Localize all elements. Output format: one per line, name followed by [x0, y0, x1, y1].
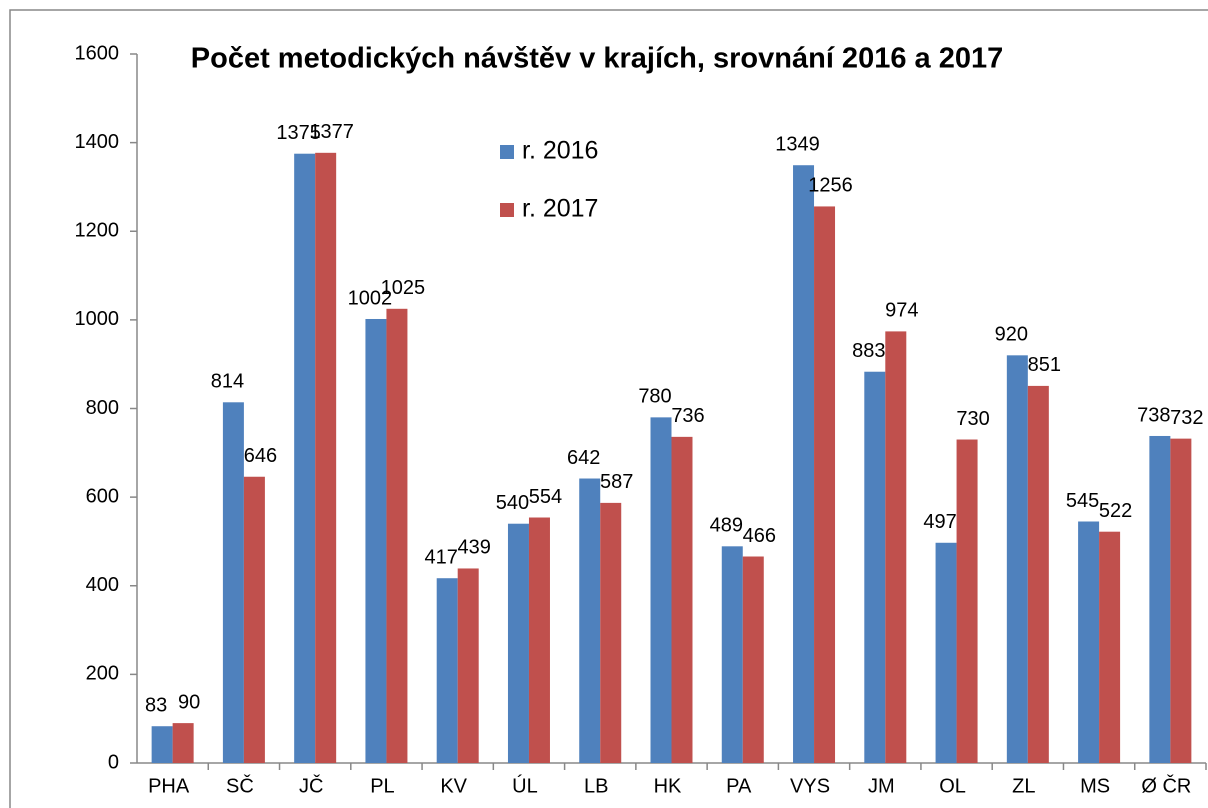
legend-label: r. 2016: [522, 137, 598, 165]
y-tick-label: 200: [86, 663, 119, 685]
y-tick-label: 1200: [75, 220, 120, 242]
bar: [1149, 435, 1171, 763]
bar: [315, 152, 337, 763]
bar: [600, 502, 622, 763]
y-tick-label: 600: [86, 485, 119, 507]
x-tick-label: MS: [1080, 775, 1110, 797]
data-label: 554: [529, 486, 562, 508]
bar: [935, 542, 957, 763]
bar: [885, 331, 907, 763]
x-tick-label: HK: [654, 775, 682, 797]
data-label: 646: [244, 445, 277, 467]
bar: [1099, 531, 1121, 763]
x-tick-label: JČ: [299, 774, 323, 797]
data-label: 1349: [775, 134, 820, 156]
data-label: 1256: [808, 175, 853, 197]
y-tick-label: 0: [108, 751, 119, 773]
y-tick-label: 1400: [75, 131, 120, 153]
bar: [956, 439, 978, 763]
legend-label: r. 2017: [522, 195, 598, 223]
x-tick-label: ÚL: [512, 774, 538, 797]
x-tick-label: SČ: [226, 774, 254, 797]
bar: [1170, 438, 1192, 763]
bar: [507, 523, 529, 763]
x-tick-label: LB: [584, 775, 608, 797]
bar: [243, 476, 265, 763]
bar: [650, 417, 672, 763]
x-tick-label: PL: [370, 775, 394, 797]
data-label: 738: [1137, 404, 1170, 426]
y-tick-label: 1000: [75, 308, 120, 330]
bar: [721, 546, 743, 763]
bar: [436, 578, 458, 763]
data-label: 489: [710, 515, 743, 537]
data-label: 522: [1099, 500, 1132, 522]
data-label: 1375: [276, 122, 321, 144]
bar: [365, 318, 387, 763]
data-label: 920: [995, 324, 1028, 346]
bar: [151, 726, 173, 763]
bar: [742, 556, 764, 763]
bar: [457, 568, 479, 763]
bar: [222, 402, 244, 763]
x-tick-label: PA: [726, 775, 752, 797]
data-label: 1377: [309, 121, 354, 143]
data-label: 780: [638, 386, 671, 408]
data-label: 974: [885, 300, 918, 322]
bar: [1027, 385, 1049, 763]
data-label: 545: [1066, 490, 1099, 512]
x-tick-label: VYS: [790, 775, 830, 797]
bar: [793, 165, 815, 764]
data-label: 417: [425, 546, 458, 568]
data-label: 1002: [348, 287, 393, 309]
data-label: 439: [458, 537, 491, 559]
data-label: 540: [496, 492, 529, 514]
data-label: 90: [178, 691, 200, 713]
data-label: 814: [211, 371, 244, 393]
bar: [386, 308, 408, 763]
bar: [1078, 521, 1100, 763]
y-tick-label: 1600: [75, 42, 120, 64]
x-tick-label: KV: [440, 775, 467, 797]
data-label: 83: [145, 695, 167, 717]
bar: [172, 723, 194, 763]
data-label: 883: [852, 340, 885, 362]
x-tick-label: OL: [939, 775, 966, 797]
data-label: 736: [671, 405, 704, 427]
x-tick-label: Ø ČR: [1141, 774, 1191, 797]
legend-swatch: [500, 203, 514, 217]
data-label: 732: [1170, 407, 1203, 429]
bar: [294, 153, 316, 763]
x-tick-label: PHA: [148, 775, 190, 797]
bar: [864, 371, 886, 763]
bar: [579, 478, 601, 763]
data-label: 851: [1028, 354, 1061, 376]
bar: [814, 206, 836, 763]
legend-swatch: [500, 145, 514, 159]
x-tick-label: JM: [868, 775, 895, 797]
data-label: 1025: [381, 277, 426, 299]
data-label: 587: [600, 471, 633, 493]
data-label: 730: [956, 408, 989, 430]
data-label: 497: [923, 511, 956, 533]
bar: [1006, 355, 1028, 763]
y-tick-label: 800: [86, 397, 119, 419]
bar: [528, 517, 550, 763]
x-tick-label: ZL: [1012, 775, 1035, 797]
data-label: 642: [567, 447, 600, 469]
bar: [671, 436, 693, 763]
chart-title: Počet metodických návštěv v krajích, sro…: [191, 43, 1003, 75]
data-label: 466: [743, 525, 776, 547]
chart-border: [9, 9, 1208, 808]
y-tick-label: 400: [86, 574, 119, 596]
